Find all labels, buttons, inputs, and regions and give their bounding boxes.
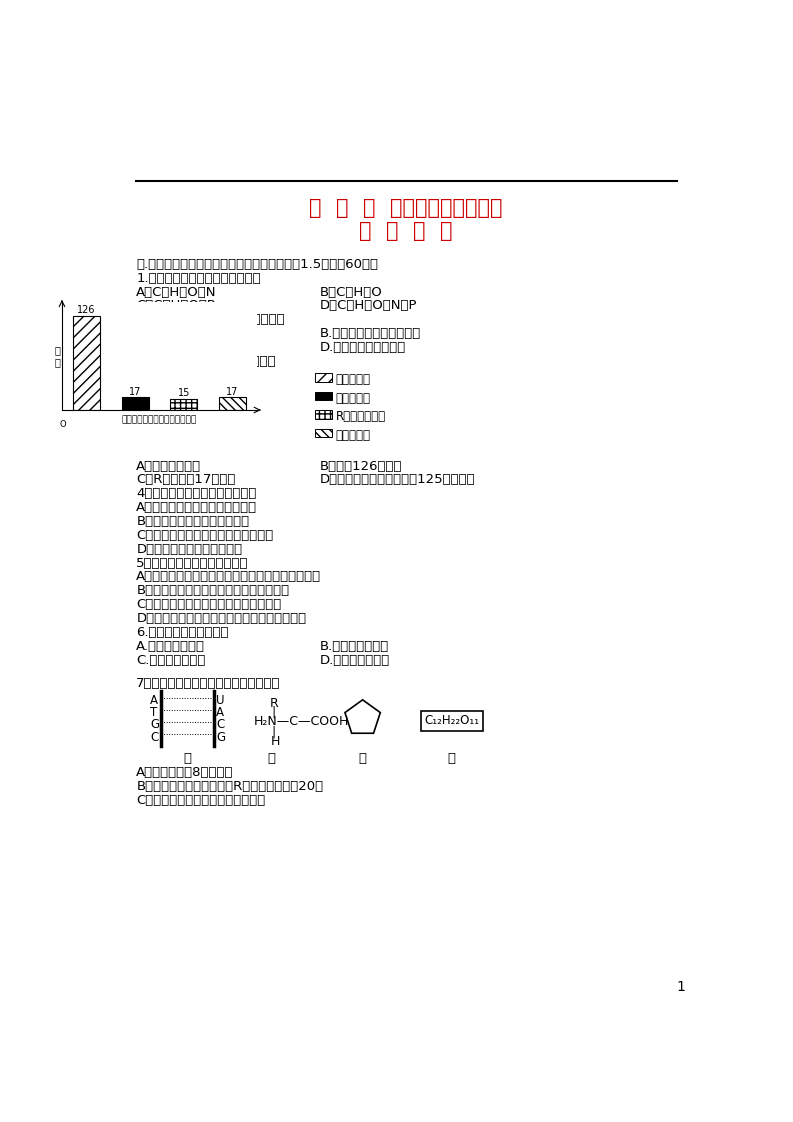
Text: 1: 1 bbox=[676, 981, 685, 994]
Text: A: A bbox=[216, 706, 224, 719]
Text: 氨基的总数: 氨基的总数 bbox=[335, 429, 370, 442]
Text: 15: 15 bbox=[178, 388, 190, 398]
Text: A: A bbox=[151, 693, 159, 707]
FancyBboxPatch shape bbox=[315, 392, 331, 401]
Text: A．葡萄糖和果糖分子均有还原性: A．葡萄糖和果糖分子均有还原性 bbox=[136, 502, 258, 514]
Text: B．葡萄糖和麦芽糖均可被水解: B．葡萄糖和麦芽糖均可被水解 bbox=[136, 515, 250, 528]
Text: 高  一  生  物: 高 一 生 物 bbox=[359, 221, 453, 241]
Bar bbox=[170, 398, 197, 410]
Text: 2.下列四组生物中，细胞结构最相似的是: 2.下列四组生物中，细胞结构最相似的是 bbox=[136, 313, 285, 327]
Text: D．构成乳糖的单体是葡萄糖: D．构成乳糖的单体是葡萄糖 bbox=[136, 543, 243, 555]
Text: D．形成该蛋白质时共脱掉125个水分子: D．形成该蛋白质时共脱掉125个水分子 bbox=[320, 473, 476, 487]
Text: C．构成纤维素的单体是葡萄糖和果糖: C．构成纤维素的单体是葡萄糖和果糖 bbox=[136, 528, 274, 542]
Text: H: H bbox=[271, 735, 281, 748]
Text: 甲: 甲 bbox=[183, 752, 191, 765]
Text: 17: 17 bbox=[129, 387, 141, 396]
Text: R: R bbox=[270, 697, 278, 710]
Text: T: T bbox=[151, 706, 158, 719]
Text: B．组成人体的化合物乙的R基的种类大约有20种: B．组成人体的化合物乙的R基的种类大约有20种 bbox=[136, 780, 324, 793]
FancyBboxPatch shape bbox=[315, 374, 331, 381]
Text: 6.所有的原核细胞都具有: 6.所有的原核细胞都具有 bbox=[136, 626, 229, 638]
Text: D．构成细胞膜的主要成分是蛋白质、磷脂和水: D．构成细胞膜的主要成分是蛋白质、磷脂和水 bbox=[136, 611, 306, 625]
Text: C: C bbox=[216, 718, 224, 732]
Text: A.变形虫、水绵、乳酸菌: A.变形虫、水绵、乳酸菌 bbox=[136, 328, 229, 340]
Text: R基上羧基数目: R基上羧基数目 bbox=[335, 411, 385, 423]
Text: 一.选择题（每题只有一个选项符合要求，每题1.5分，共60分）: 一.选择题（每题只有一个选项符合要求，每题1.5分，共60分） bbox=[136, 258, 378, 270]
Text: C: C bbox=[151, 730, 159, 744]
Text: B．C、H、O: B．C、H、O bbox=[320, 286, 383, 298]
Text: 17: 17 bbox=[227, 387, 239, 396]
Text: A．水同糖类、脂肪、蛋白质一样能为人体提供能量: A．水同糖类、脂肪、蛋白质一样能为人体提供能量 bbox=[136, 570, 321, 583]
Text: C．R基中共含17个氨基: C．R基中共含17个氨基 bbox=[136, 473, 236, 487]
Text: H₂N—C—COOH: H₂N—C—COOH bbox=[254, 715, 350, 728]
Bar bbox=[121, 397, 148, 410]
Text: C₁₂H₂₂O₁₁: C₁₂H₂₂O₁₁ bbox=[424, 715, 479, 727]
Text: 126: 126 bbox=[77, 305, 96, 314]
Text: 4．下列关于糖的叙述，正确的是: 4．下列关于糖的叙述，正确的是 bbox=[136, 487, 257, 500]
Text: 3.有关下图中蛋白质的叙述，正确的是: 3.有关下图中蛋白质的叙述，正确的是 bbox=[136, 355, 277, 368]
Text: 7．仔细观察下列四个图，叙述错误的是: 7．仔细观察下列四个图，叙述错误的是 bbox=[136, 677, 281, 690]
FancyBboxPatch shape bbox=[315, 411, 331, 419]
Text: 乙: 乙 bbox=[267, 752, 275, 765]
Text: D.酵母菌、香菇、霉菌: D.酵母菌、香菇、霉菌 bbox=[320, 341, 406, 355]
Text: C．C、H、O、P: C．C、H、O、P bbox=[136, 300, 215, 312]
Y-axis label: 数
目: 数 目 bbox=[55, 346, 61, 367]
Text: G: G bbox=[216, 730, 225, 744]
Bar bbox=[73, 316, 100, 410]
Text: C.内质网和中心体: C.内质网和中心体 bbox=[136, 654, 205, 666]
Text: 1.最可能构成细胞膜的一组元素是: 1.最可能构成细胞膜的一组元素是 bbox=[136, 272, 261, 285]
Text: 丙: 丙 bbox=[358, 752, 366, 765]
Text: A．含有两条肽链: A．含有两条肽链 bbox=[136, 460, 201, 472]
Text: C．卷心菜  发菜  紫菜: C．卷心菜 发菜 紫菜 bbox=[136, 341, 227, 355]
Text: 氨基酸数目: 氨基酸数目 bbox=[335, 374, 370, 386]
Text: U: U bbox=[216, 693, 224, 707]
Text: A.核糖体和线粒体: A.核糖体和线粒体 bbox=[136, 640, 205, 653]
Bar bbox=[421, 710, 483, 730]
Text: 肽链的总数: 肽链的总数 bbox=[335, 392, 370, 405]
Text: D．C、H、O、N、P: D．C、H、O、N、P bbox=[320, 300, 417, 312]
X-axis label: 某种蛋白质中相关基团或氨基酸: 某种蛋白质中相关基团或氨基酸 bbox=[122, 415, 197, 424]
Text: 太  原  五  中一学第一学期期中: 太 原 五 中一学第一学期期中 bbox=[309, 197, 503, 218]
Text: A．C、H、O、N: A．C、H、O、N bbox=[136, 286, 216, 298]
Text: B.烟草、草履虫、大肠杆菌: B.烟草、草履虫、大肠杆菌 bbox=[320, 328, 421, 340]
Text: B．共有126个肽键: B．共有126个肽键 bbox=[320, 460, 403, 472]
Text: D.细胞膜和核糖体: D.细胞膜和核糖体 bbox=[320, 654, 390, 666]
FancyBboxPatch shape bbox=[315, 429, 331, 438]
Text: 丁: 丁 bbox=[448, 752, 456, 765]
Text: C．当人体缺水时，生命活动会受到影响: C．当人体缺水时，生命活动会受到影响 bbox=[136, 598, 282, 611]
Text: B.细胞膜和叶绿体: B.细胞膜和叶绿体 bbox=[320, 640, 389, 653]
Bar bbox=[219, 397, 246, 410]
Text: G: G bbox=[151, 718, 159, 732]
Text: |: | bbox=[271, 726, 275, 739]
Text: O: O bbox=[59, 421, 67, 430]
Text: A．图甲中共有8种核苷酸: A．图甲中共有8种核苷酸 bbox=[136, 766, 234, 779]
Text: |: | bbox=[271, 706, 275, 719]
Text: 5．下列有关水的说法正确的是: 5．下列有关水的说法正确的是 bbox=[136, 557, 249, 570]
Text: B．水的功能与水在细胞中的存在形式无关: B．水的功能与水在细胞中的存在形式无关 bbox=[136, 585, 289, 597]
Text: C．组成丙化合物的单糖是脱氧核糖: C．组成丙化合物的单糖是脱氧核糖 bbox=[136, 793, 266, 807]
